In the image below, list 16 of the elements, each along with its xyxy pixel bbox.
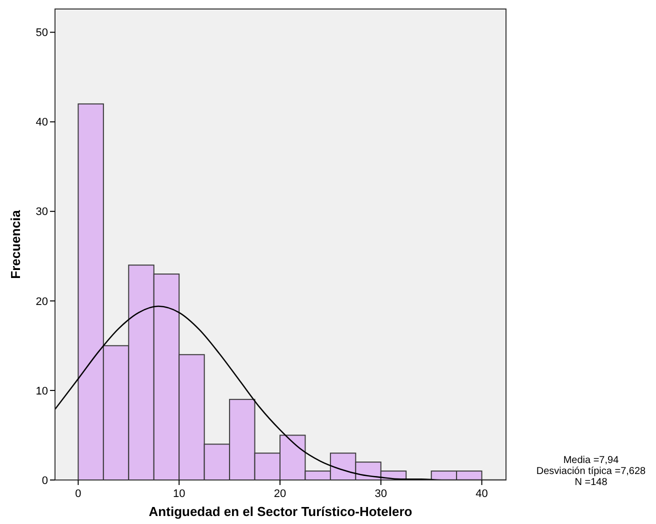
x-axis-title: Antiguedad en el Sector Turístico-Hotelero: [148, 504, 412, 519]
text: Media =7,94: [563, 455, 620, 466]
x-tick-label: 0: [75, 488, 82, 500]
x-tick-label: 20: [274, 488, 286, 500]
x-tick-label: 30: [374, 488, 388, 500]
y-tick-label: 20: [36, 296, 48, 308]
y-tick-label: 10: [36, 385, 48, 398]
y-tick-label: 30: [36, 206, 48, 218]
y-tick-label: 40: [36, 116, 48, 129]
text: Desviación típica =7,628: [536, 466, 646, 477]
x-tick-label: 10: [172, 488, 186, 500]
x-tick-label: 40: [476, 488, 488, 500]
text: N =148: [574, 477, 608, 488]
y-tick-label: 0: [42, 474, 48, 487]
y-tick-label: 50: [36, 27, 48, 40]
y-axis-title: Frecuencia: [8, 209, 23, 279]
